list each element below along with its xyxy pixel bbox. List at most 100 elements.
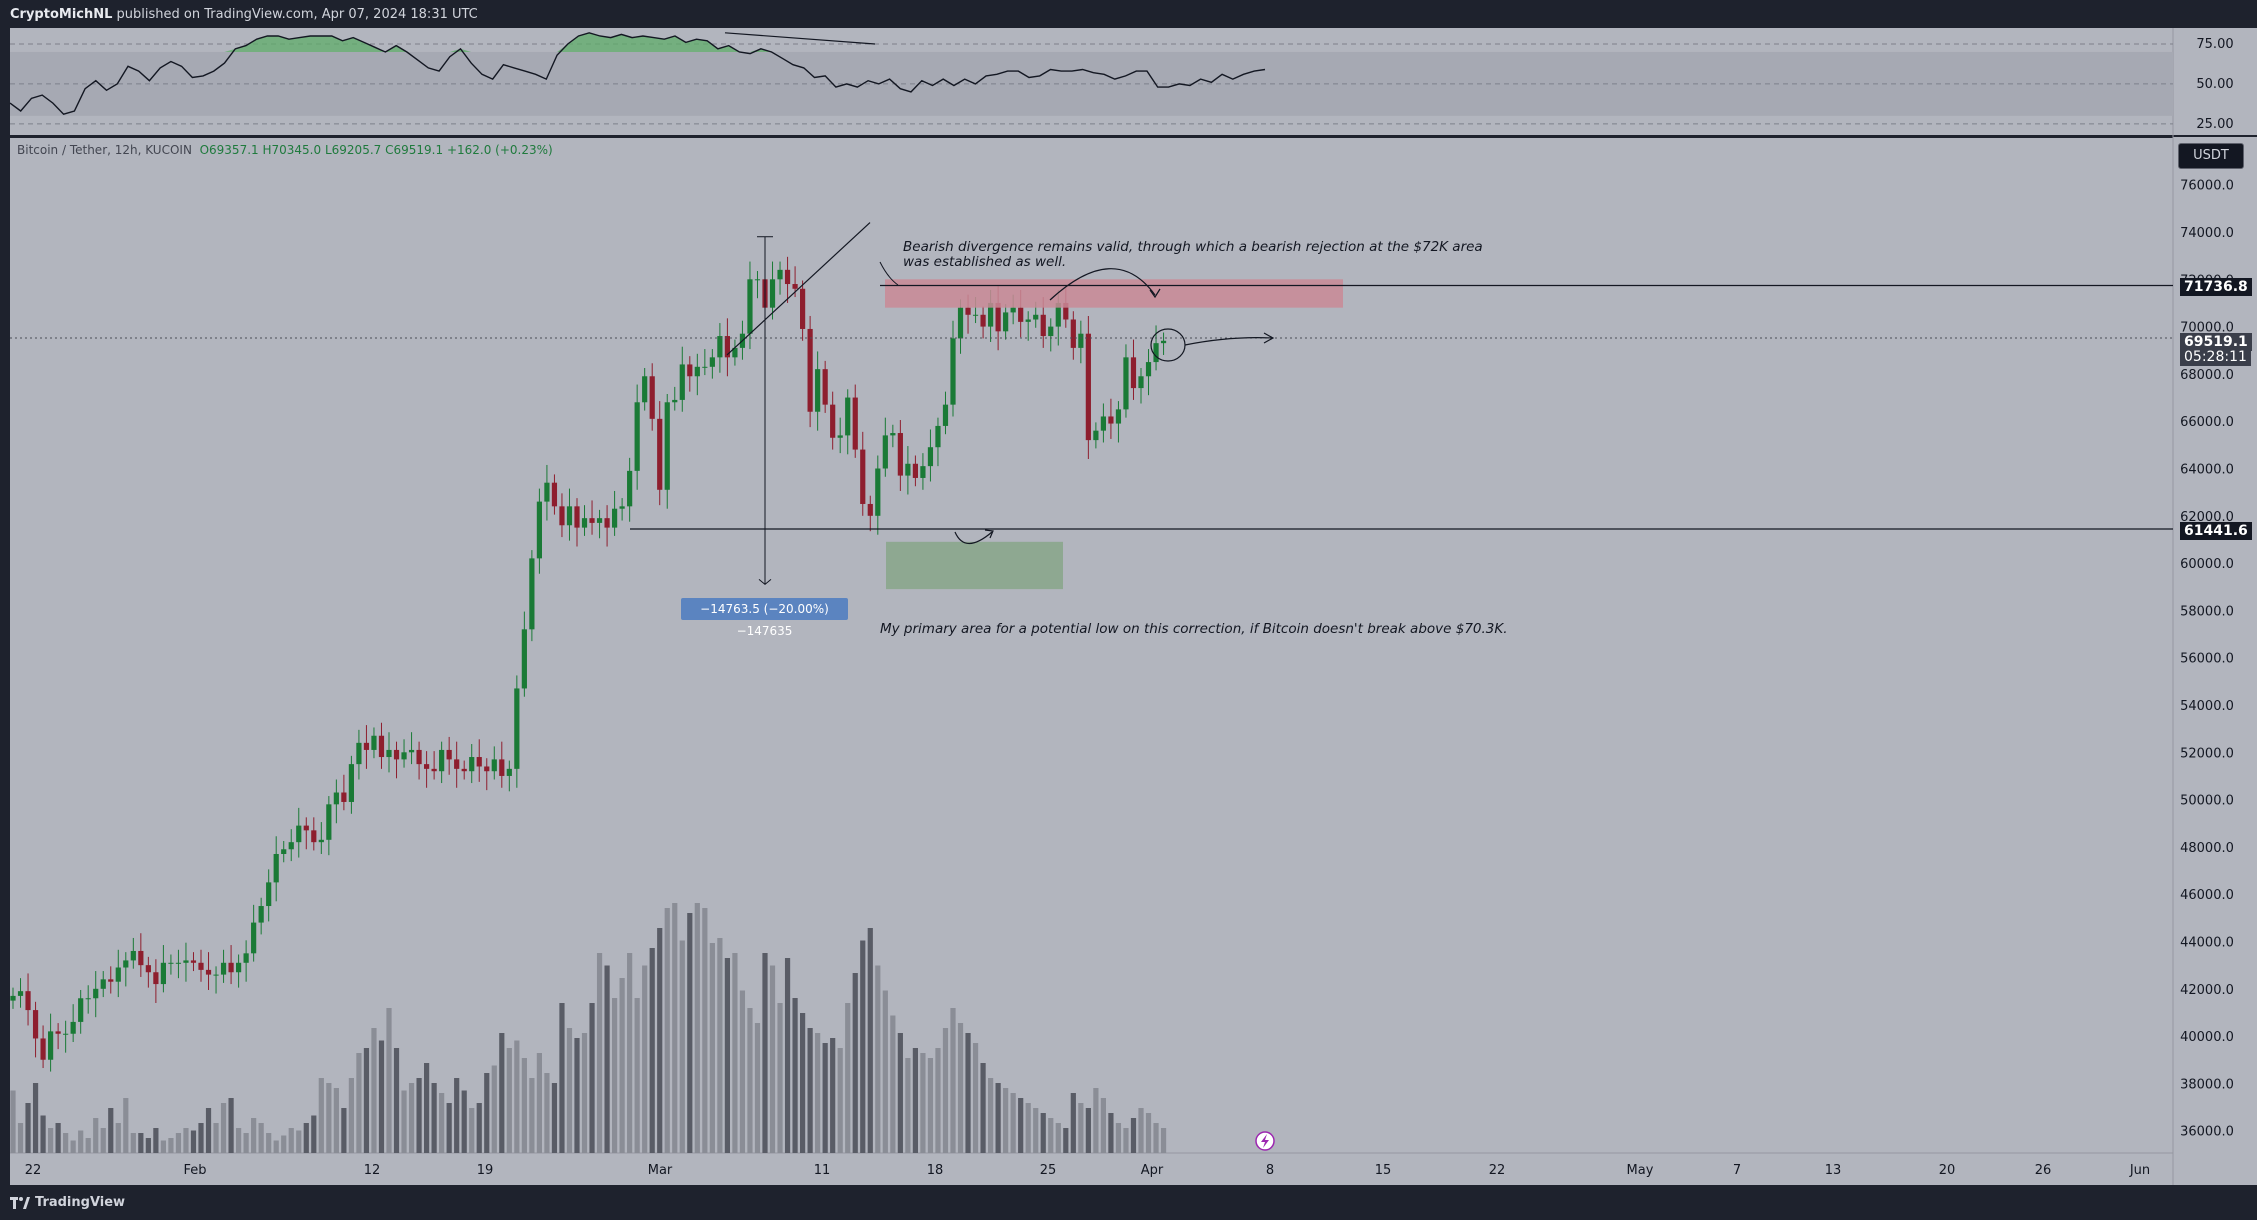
price-tick-label: 64000.0 [2180, 463, 2234, 478]
retest-arrowhead [1263, 332, 1275, 344]
time-tick-label: 20 [1939, 1163, 1956, 1178]
candle-body [800, 288, 806, 329]
candle-body [657, 418, 663, 490]
price-range-measure[interactable]: −14763.5 (−20.00%) −147635 [681, 598, 848, 638]
volume-bar [469, 1108, 475, 1153]
candle-body [401, 752, 407, 760]
candle-body [581, 518, 588, 528]
candle-body [1048, 326, 1054, 337]
footer-bar: TradingView [0, 1185, 2257, 1220]
candle-body [807, 328, 813, 412]
price-tick-label: 76000.0 [2180, 179, 2234, 194]
volume-bar [288, 1128, 294, 1153]
volume-bar [17, 1123, 24, 1153]
candle-body [1145, 362, 1152, 377]
candle-body [1070, 319, 1076, 348]
volume-bar [115, 1123, 121, 1153]
candle-body [882, 435, 888, 469]
candle-body [1160, 340, 1167, 344]
volume-bar [236, 1128, 242, 1153]
time-tick-label: 22 [1489, 1163, 1506, 1178]
volume-bar [1123, 1128, 1129, 1153]
author-name[interactable]: CryptoMichNL [10, 6, 113, 22]
volume-bar [401, 1090, 407, 1153]
candle-body [1115, 409, 1122, 424]
candle-body [40, 1038, 46, 1060]
volume-bar [574, 1038, 580, 1153]
candle-body [604, 518, 610, 528]
volume-bar [559, 1003, 565, 1153]
volume-bar [1040, 1113, 1046, 1153]
candle-body [732, 347, 738, 358]
measure-arrow [758, 579, 772, 586]
volume-bar [1033, 1108, 1039, 1153]
tradingview-logo[interactable]: TradingView [10, 1195, 125, 1210]
candle-body [1063, 302, 1069, 320]
candle-body [1025, 319, 1031, 322]
candle-body [920, 466, 926, 478]
candle-body [115, 967, 121, 982]
candle-body [1085, 333, 1091, 441]
price-tick-label: 58000.0 [2180, 604, 2234, 619]
candle-body [1138, 376, 1144, 389]
volume-bar [649, 948, 655, 1153]
volume-bar [153, 1128, 159, 1153]
candle-body [1078, 333, 1084, 348]
volume-bar [273, 1140, 279, 1153]
volume-bar [807, 1028, 813, 1153]
volume-bar [476, 1103, 482, 1153]
candle-body [93, 988, 99, 999]
time-tick-label: Jun [2129, 1163, 2150, 1178]
candle-body [85, 998, 91, 1000]
candle-body [544, 482, 550, 502]
candle-body [792, 284, 798, 289]
candle-body [123, 960, 129, 968]
candle-body [574, 506, 580, 528]
volume-bar [1048, 1118, 1054, 1153]
volume-bar [942, 1028, 949, 1153]
candle-body [747, 279, 753, 334]
volume-bar [100, 1128, 106, 1153]
bearish-note-line1: Bearish divergence remains valid, throug… [903, 239, 1483, 255]
candle-body [431, 768, 437, 772]
volume-bar [912, 1048, 918, 1153]
volume-bar [1145, 1113, 1152, 1153]
rejection-arrowhead [1149, 288, 1161, 299]
volume-bar [160, 1140, 166, 1153]
volume-bar [1153, 1123, 1159, 1153]
price-divergence-line [726, 222, 871, 356]
volume-bar [867, 928, 873, 1153]
volume-bar [198, 1123, 204, 1153]
volume-bar [55, 1123, 61, 1153]
price-tick-label: 48000.0 [2180, 841, 2234, 856]
candle-body [288, 842, 294, 850]
volume-bar [1093, 1088, 1099, 1153]
volume-bar [326, 1083, 332, 1153]
candle-body [995, 302, 1001, 332]
volume-bar [303, 1123, 309, 1153]
candle-body [228, 962, 234, 973]
rsi-tick-label: 75.00 [2196, 37, 2233, 52]
candle-body [386, 749, 392, 758]
time-tick-label: Mar [648, 1163, 673, 1178]
price-tick-label: 46000.0 [2180, 888, 2234, 903]
volume-bar [529, 1078, 535, 1153]
candle-body [10, 995, 16, 1001]
volume-bar [220, 1103, 227, 1153]
volume-bar [927, 1058, 934, 1153]
candle-body [48, 1031, 54, 1060]
volume-bar [980, 1063, 986, 1153]
volume-bar [439, 1093, 445, 1153]
currency-selector[interactable]: USDT [2178, 143, 2244, 169]
time-tick-label: 13 [1825, 1163, 1842, 1178]
volume-bar [784, 958, 791, 1153]
volume-bar [1055, 1123, 1061, 1153]
volume-bar [48, 1128, 54, 1153]
resistance-zone [885, 279, 1343, 308]
volume-bar [619, 978, 625, 1153]
publisher-text: CryptoMichNL published on TradingView.co… [10, 7, 478, 22]
candle-body [70, 1021, 76, 1034]
candle-body [341, 792, 347, 802]
symbol-legend: Bitcoin / Tether, 12h, KUCOIN O69357.1 H… [17, 143, 553, 157]
